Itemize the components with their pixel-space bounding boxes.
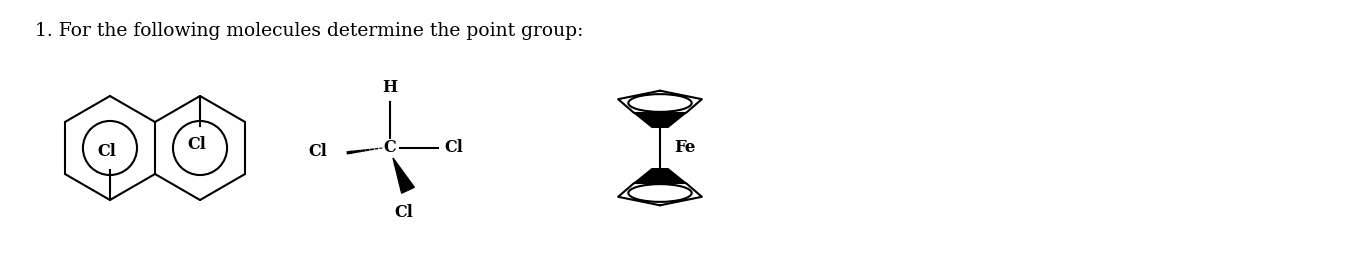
Polygon shape: [634, 113, 686, 127]
Text: Cl: Cl: [444, 140, 463, 157]
Polygon shape: [634, 169, 686, 183]
Text: Cl: Cl: [187, 136, 206, 153]
Text: C: C: [383, 140, 397, 157]
Polygon shape: [393, 158, 415, 193]
Text: Cl: Cl: [309, 143, 327, 160]
Text: Cl: Cl: [394, 204, 413, 221]
Text: H: H: [382, 79, 397, 96]
Text: 1. For the following molecules determine the point group:: 1. For the following molecules determine…: [35, 22, 584, 40]
Text: Cl: Cl: [98, 143, 117, 160]
Text: Fe: Fe: [673, 140, 695, 157]
